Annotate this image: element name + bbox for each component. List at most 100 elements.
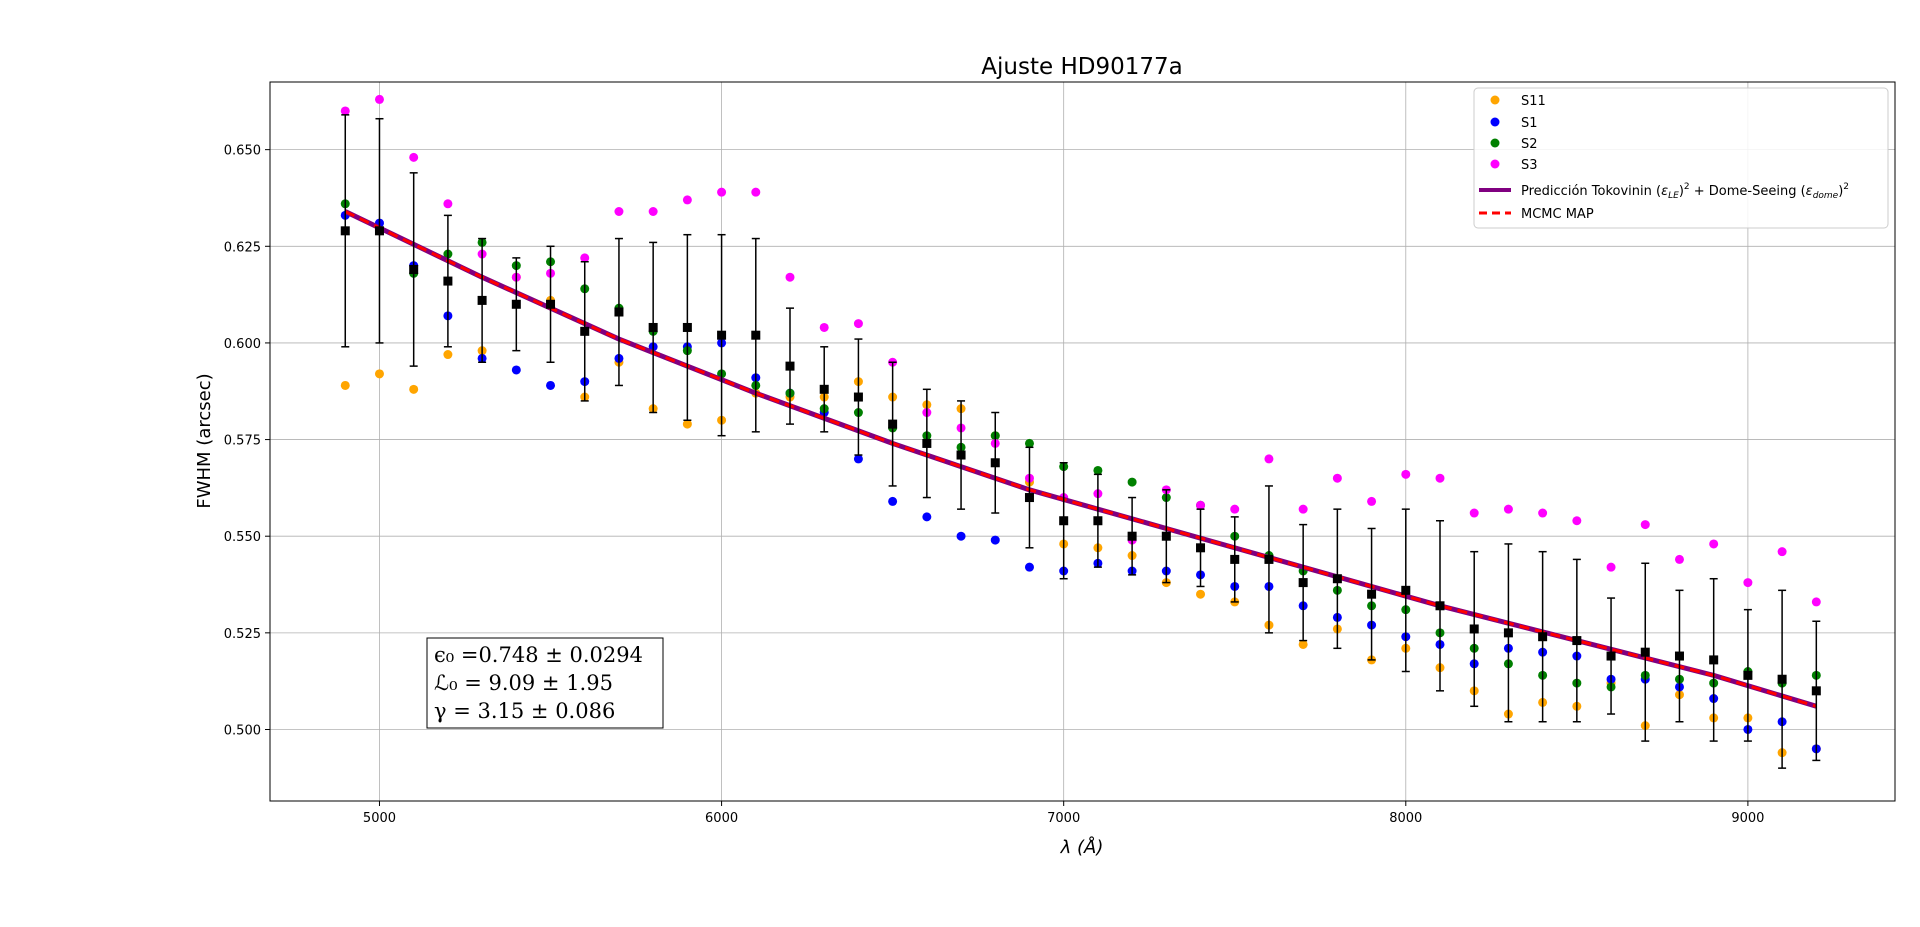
- mean-marker: [648, 322, 658, 332]
- mean-marker: [443, 276, 453, 286]
- data-point: [1298, 639, 1308, 649]
- mean-marker: [1367, 589, 1377, 599]
- data-point: [1401, 469, 1411, 479]
- legend-marker-s2: [1490, 138, 1500, 148]
- data-point: [1572, 516, 1582, 526]
- y-tick-label: 0.550: [224, 530, 261, 545]
- mean-marker: [888, 419, 898, 429]
- grid: [270, 82, 1895, 801]
- mean-marker: [614, 307, 624, 317]
- y-tick-label: 0.600: [224, 337, 261, 352]
- mean-marker: [1059, 516, 1069, 526]
- mcmc-map-line: [344, 210, 1817, 708]
- x-tick-label: 9000: [1731, 811, 1764, 826]
- mean-marker: [1298, 578, 1308, 588]
- data-point: [340, 380, 350, 390]
- annotation-line-3: γ = 3.15 ± 0.086: [434, 699, 615, 723]
- legend-label-mcmc: MCMC MAP: [1521, 207, 1594, 222]
- mean-marker: [1093, 516, 1103, 526]
- legend-marker-s1: [1490, 117, 1500, 127]
- data-point: [1264, 454, 1274, 464]
- mean-marker: [1538, 632, 1548, 642]
- mean-marker: [1161, 531, 1171, 541]
- series-s3: [340, 94, 1821, 607]
- mean-marker: [1674, 651, 1684, 661]
- data-point: [1777, 547, 1787, 557]
- mean-marker: [340, 226, 350, 236]
- data-point: [1332, 473, 1342, 483]
- mean-marker: [477, 295, 487, 305]
- legend-label-s3: S3: [1521, 158, 1538, 173]
- data-point: [1196, 500, 1206, 510]
- data-point: [922, 512, 932, 522]
- mean-marker: [1777, 674, 1787, 684]
- data-point: [1024, 438, 1034, 448]
- data-point: [409, 384, 419, 394]
- data-point: [853, 319, 863, 329]
- annotation-box: ϵ₀ =0.748 ± 0.0294 ℒ₀ = 9.09 ± 1.95 γ = …: [426, 637, 664, 729]
- y-tick-label: 0.625: [224, 240, 261, 255]
- mean-marker: [580, 326, 590, 336]
- mean-marker: [1572, 636, 1582, 646]
- mean-marker: [819, 384, 829, 394]
- mean-marker: [1264, 554, 1274, 564]
- mean-marker: [751, 330, 761, 340]
- tokovinin-prediction-line: [344, 209, 1818, 709]
- mean-marker: [1332, 574, 1342, 584]
- y-tick-label: 0.575: [224, 434, 261, 449]
- legend: S11 S1 S2 S3 Predicción Tokovinin (εLE)2…: [1473, 87, 1889, 229]
- mean-marker: [546, 299, 556, 309]
- data-point: [1469, 508, 1479, 518]
- mean-marker: [785, 361, 795, 371]
- data-point: [443, 199, 453, 209]
- mean-marker: [1606, 651, 1616, 661]
- data-point: [1743, 578, 1753, 588]
- legend-marker-s3: [1490, 159, 1500, 169]
- data-point: [511, 365, 521, 375]
- data-point: [1230, 504, 1240, 514]
- data-point: [1196, 589, 1206, 599]
- data-point: [1538, 508, 1548, 518]
- data-point: [409, 152, 419, 162]
- mean-marker: [1811, 686, 1821, 696]
- data-point: [1709, 539, 1719, 549]
- axis-ticks: 5000 6000 7000 8000 9000 0.500 0.525 0.550 0.575…: [224, 144, 1765, 826]
- legend-label-s2: S2: [1521, 137, 1538, 152]
- data-point: [1024, 562, 1034, 572]
- legend-marker-s11: [1490, 95, 1500, 105]
- data-point: [956, 531, 966, 541]
- axes-frame: [269, 81, 1896, 802]
- y-tick-label: 0.650: [224, 144, 261, 159]
- y-tick-label: 0.500: [224, 723, 261, 738]
- mean-marker: [1743, 670, 1753, 680]
- data-point: [751, 187, 761, 197]
- data-point: [1503, 504, 1513, 514]
- data-point: [546, 380, 556, 390]
- data-point: [1640, 520, 1650, 530]
- mean-marker: [1196, 543, 1206, 553]
- mean-marker: [1127, 531, 1137, 541]
- mean-marker: [1640, 647, 1650, 657]
- mean-marker: [1709, 655, 1719, 665]
- data-point: [1298, 504, 1308, 514]
- data-point: [340, 106, 350, 116]
- mean-marker: [853, 392, 863, 402]
- data-point: [853, 454, 863, 464]
- mean-marker: [1469, 624, 1479, 634]
- x-tick-label: 8000: [1389, 811, 1422, 826]
- data-point: [1127, 477, 1137, 487]
- data-point: [614, 206, 624, 216]
- data-point: [1093, 465, 1103, 475]
- data-point: [1674, 554, 1684, 564]
- mean-marker: [717, 330, 727, 340]
- data-point: [990, 535, 1000, 545]
- mean-marker: [1401, 585, 1411, 595]
- legend-label-s1: S1: [1521, 116, 1538, 131]
- data-point: [443, 350, 453, 360]
- data-point: [1811, 597, 1821, 607]
- x-tick-label: 5000: [363, 811, 396, 826]
- mean-marker: [956, 450, 966, 460]
- x-axis-label: λ (Å): [1060, 836, 1104, 858]
- legend-label-s11: S11: [1521, 94, 1546, 109]
- mean-marker: [1503, 628, 1513, 638]
